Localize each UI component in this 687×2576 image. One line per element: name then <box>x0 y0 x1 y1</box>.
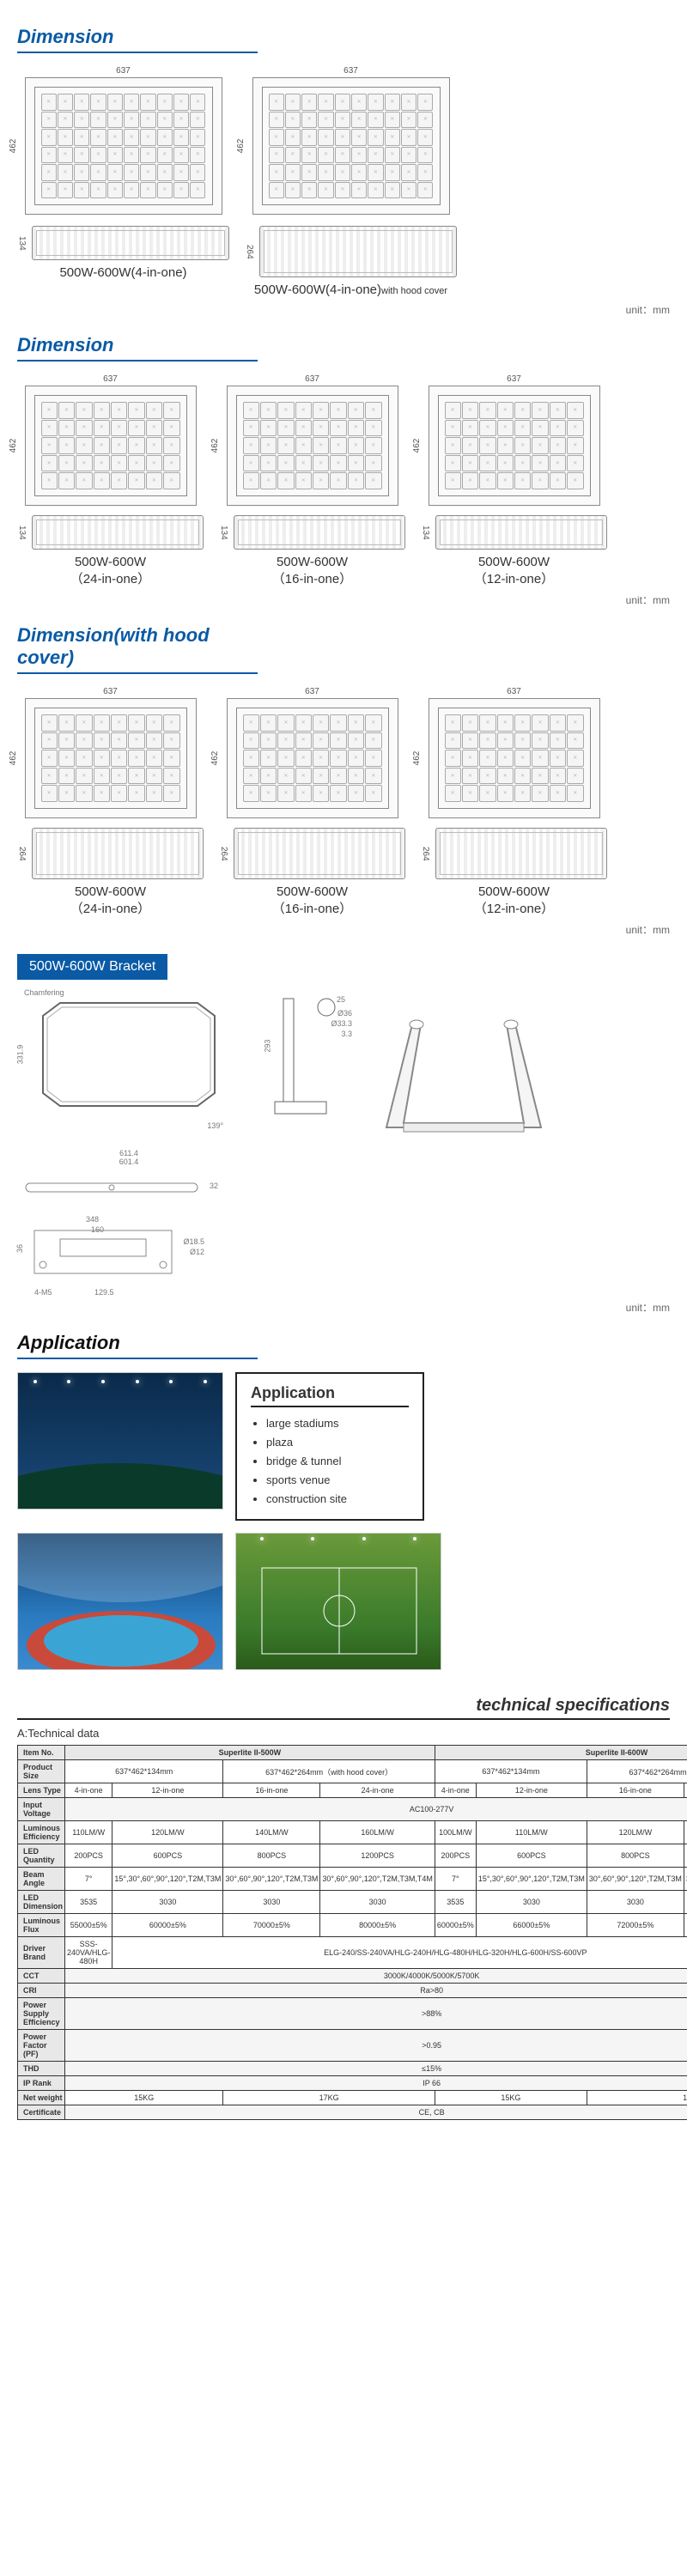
th-500w: Superlite II-500W <box>65 1746 435 1760</box>
bracket-diagrams-3: 348 160 36 4-M5 129.5 Ø18.5 Ø12 <box>17 1213 670 1295</box>
application-box: Application large stadiums plaza bridge … <box>235 1372 424 1521</box>
side-profile-hood <box>435 828 607 879</box>
app-item: large stadiums <box>266 1414 409 1433</box>
section-application-title: Application <box>17 1332 258 1359</box>
variant-16in1-hood: 637 462 ✕✕✕✕✕✕✕✕✕✕✕✕✕✕✕✕✕✕✕✕✕✕✕✕✕✕✕✕✕✕✕✕… <box>219 687 405 917</box>
app-image-arena <box>17 1533 223 1670</box>
tech-sub: A:Technical data <box>17 1727 670 1740</box>
side-profile <box>32 226 229 260</box>
app-item: sports venue <box>266 1471 409 1490</box>
bracket-side-view <box>266 990 344 1127</box>
dimension-row-2: 637 462 ✕✕✕✕✕✕✕✕✕✕✕✕✕✕✕✕✕✕✕✕✕✕✕✕✕✕✕✕✕✕✕✕… <box>17 374 670 587</box>
app-list: large stadiums plaza bridge & tunnel spo… <box>251 1414 409 1509</box>
app-image-soccer-field <box>235 1533 441 1670</box>
floodlight-front: ✕✕✕✕✕✕✕✕✕✕✕✕✕✕✕✕✕✕✕✕✕✕✕✕✕✕✕✕✕✕✕✕✕✕✕✕✕✕✕✕ <box>429 386 600 506</box>
width-dim: 637 <box>17 66 229 76</box>
floodlight-front: ✕✕✕✕✕✕✕✕✕✕✕✕✕✕✕✕✕✕✕✕✕✕✕✕✕✕✕✕✕✕✕✕✕✕✕✕✕✕✕✕ <box>227 698 398 818</box>
variant-24in1-hood: 637 462 ✕✕✕✕✕✕✕✕✕✕✕✕✕✕✕✕✕✕✕✕✕✕✕✕✕✕✕✕✕✕✕✕… <box>17 687 204 917</box>
height-dim: 462 <box>8 139 17 154</box>
side-profile-hood <box>234 828 405 879</box>
app-image-night-stadium <box>17 1372 223 1510</box>
floodlight-front: ✕✕✕✕✕✕✕✕✕✕✕✕✕✕✕✕✕✕✕✕✕✕✕✕✕✕✕✕✕✕✕✕✕✕✕✕✕✕✕✕… <box>252 77 450 215</box>
th-600w: Superlite II-600W <box>435 1746 687 1760</box>
unit-label: unit：mm <box>17 592 670 607</box>
floodlight-front: ✕✕✕✕✕✕✕✕✕✕✕✕✕✕✕✕✕✕✕✕✕✕✕✕✕✕✕✕✕✕✕✕✕✕✕✕✕✕✕✕ <box>429 698 600 818</box>
app-box-title: Application <box>251 1384 409 1407</box>
variant-label: 500W-600W(4-in-one) <box>17 265 229 280</box>
variant-12in1: 637 462 ✕✕✕✕✕✕✕✕✕✕✕✕✕✕✕✕✕✕✕✕✕✕✕✕✕✕✕✕✕✕✕✕… <box>421 374 607 587</box>
floodlight-front: ✕✕✕✕✕✕✕✕✕✕✕✕✕✕✕✕✕✕✕✕✕✕✕✕✕✕✕✕✕✕✕✕✕✕✕✕✕✕✕✕ <box>227 386 398 506</box>
depth-dim: 134 <box>17 236 27 251</box>
side-profile-hood <box>32 828 204 879</box>
section-dimension-2-title: Dimension <box>17 334 258 361</box>
unit-label: unit：mm <box>17 302 670 317</box>
variant-24in1: 637 462 ✕✕✕✕✕✕✕✕✕✕✕✕✕✕✕✕✕✕✕✕✕✕✕✕✕✕✕✕✕✕✕✕… <box>17 374 204 587</box>
floodlight-front: ✕✕✕✕✕✕✕✕✕✕✕✕✕✕✕✕✕✕✕✕✕✕✕✕✕✕✕✕✕✕✕✕✕✕✕✕✕✕✕✕… <box>25 77 222 215</box>
side-profile <box>234 515 405 550</box>
side-profile <box>32 515 204 550</box>
dimension-row-3: 637 462 ✕✕✕✕✕✕✕✕✕✕✕✕✕✕✕✕✕✕✕✕✕✕✕✕✕✕✕✕✕✕✕✕… <box>17 687 670 917</box>
bracket-heading: 500W-600W Bracket <box>17 954 167 980</box>
unit-label: unit：mm <box>17 922 670 937</box>
section-dimension-3-title: Dimension(with hood cover) <box>17 624 258 674</box>
bracket-bar-view <box>17 1175 206 1200</box>
floodlight-front: ✕✕✕✕✕✕✕✕✕✕✕✕✕✕✕✕✕✕✕✕✕✕✕✕✕✕✕✕✕✕✕✕✕✕✕✕✕✕✕✕ <box>25 698 197 818</box>
spec-table: Item No. Superlite II-500W Superlite II-… <box>17 1745 687 2120</box>
bracket-diagrams-2: 32 <box>17 1175 670 1205</box>
variant-4in1-hood: 637 462 ✕✕✕✕✕✕✕✕✕✕✕✕✕✕✕✕✕✕✕✕✕✕✕✕✕✕✕✕✕✕✕✕… <box>245 66 457 297</box>
variant-16in1: 637 462 ✕✕✕✕✕✕✕✕✕✕✕✕✕✕✕✕✕✕✕✕✕✕✕✕✕✕✕✕✕✕✕✕… <box>219 374 405 587</box>
application-row-1: Application large stadiums plaza bridge … <box>17 1372 670 1521</box>
application-row-2 <box>17 1533 670 1670</box>
unit-label: unit：mm <box>17 1300 670 1315</box>
section-dimension-1-title: Dimension <box>17 26 258 53</box>
height-dim: 462 <box>235 139 245 154</box>
width-dim: 637 <box>245 66 457 76</box>
tech-spec-title: technical specifications <box>17 1696 670 1720</box>
variant-label: 500W-600W(4-in-one)with hood cover <box>245 283 457 297</box>
variant-4in1: 637 462 ✕✕✕✕✕✕✕✕✕✕✕✕✕✕✕✕✕✕✕✕✕✕✕✕✕✕✕✕✕✕✕✕… <box>17 66 229 297</box>
bracket-iso-view <box>369 990 558 1162</box>
app-item: construction site <box>266 1490 409 1509</box>
dimension-row-1: 637 462 ✕✕✕✕✕✕✕✕✕✕✕✕✕✕✕✕✕✕✕✕✕✕✕✕✕✕✕✕✕✕✕✕… <box>17 66 670 297</box>
side-profile-hood <box>259 226 457 277</box>
th-item: Item No. <box>18 1746 65 1760</box>
side-profile <box>435 515 607 550</box>
app-item: bridge & tunnel <box>266 1452 409 1471</box>
bracket-diagrams: Chamfering 611.4 601.4 331.9 139° 293 25… <box>17 990 670 1166</box>
app-item: plaza <box>266 1433 409 1452</box>
floodlight-front: ✕✕✕✕✕✕✕✕✕✕✕✕✕✕✕✕✕✕✕✕✕✕✕✕✕✕✕✕✕✕✕✕✕✕✕✕✕✕✕✕ <box>25 386 197 506</box>
depth-dim: 264 <box>245 245 254 259</box>
variant-12in1-hood: 637 462 ✕✕✕✕✕✕✕✕✕✕✕✕✕✕✕✕✕✕✕✕✕✕✕✕✕✕✕✕✕✕✕✕… <box>421 687 607 917</box>
